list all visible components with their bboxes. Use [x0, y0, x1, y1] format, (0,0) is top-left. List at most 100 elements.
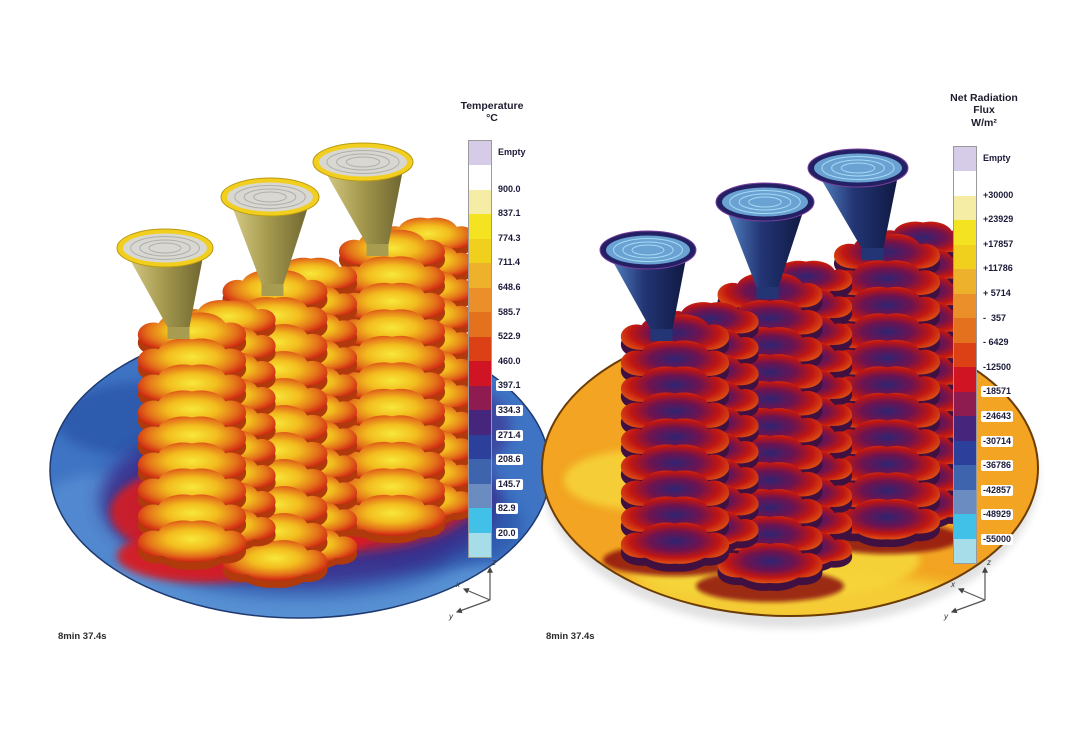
- colorbar-segment: [954, 514, 976, 539]
- colorbar-segment: [954, 195, 976, 221]
- axis-label-z: z: [491, 558, 496, 567]
- casting-tree: [116, 228, 276, 570]
- colorbar-segment: [954, 416, 976, 441]
- net-radiation-flux-legend-title: Net Radiation Flux W/m²: [947, 92, 1021, 129]
- legend-tick-label: - 6429: [981, 337, 1011, 349]
- colorbar-segment: [469, 385, 491, 411]
- legend-tick-label: +17857: [981, 238, 1016, 250]
- legend-tick-label: 460.0: [496, 355, 523, 367]
- axis-triad: z x y: [943, 558, 991, 621]
- legend-title-line: °C: [486, 112, 498, 125]
- pour-cup-cone: [322, 167, 404, 244]
- casting-tree: [599, 230, 759, 572]
- legend-tick-label: +11786: [981, 263, 1015, 275]
- axis-label-x: x: [455, 580, 461, 589]
- colorbar-segment: [469, 287, 491, 313]
- pour-cup-cone: [817, 173, 899, 248]
- legend-tick-label: +23929: [981, 214, 1016, 226]
- pour-cup-cone: [126, 253, 204, 327]
- legend-tick-label: -48929: [981, 509, 1014, 521]
- temperature-colorbar: [468, 140, 492, 558]
- colorbar-segment: [954, 147, 976, 172]
- colorbar-segment: [469, 214, 491, 239]
- legend-tick-label: 82.9: [496, 503, 518, 515]
- colorbar-segment: [469, 410, 491, 435]
- legend-tick-label: -42857: [981, 484, 1014, 496]
- net-radiation-view-timestamp: 8min 37.4s: [546, 631, 595, 642]
- legend-tick-label: 271.4: [496, 429, 523, 441]
- colorbar-segment: [954, 465, 976, 490]
- legend-tick-label: 900.0: [496, 183, 523, 195]
- net-radiation-flux-colorbar: [953, 146, 977, 564]
- mold-cluster-disc: [338, 494, 446, 544]
- legend-tick-label: 522.9: [496, 331, 523, 343]
- legend-tick-label: 397.1: [496, 380, 523, 392]
- mold-cluster-disc: [620, 522, 730, 572]
- temperature-legend-title: Temperature °C: [458, 100, 526, 125]
- legend-tick-label: 648.6: [496, 282, 523, 294]
- net-radiation-flux-legend: Net Radiation Flux W/m² Empty +30000 +23929 +…: [948, 92, 1068, 578]
- mold-cluster-disc: [833, 498, 941, 548]
- legend-tick-label: 837.1: [496, 208, 523, 220]
- colorbar-segment: [954, 220, 976, 245]
- colorbar-segment: [954, 391, 976, 417]
- legend-tick-label: 145.7: [496, 478, 523, 490]
- colorbar-segment: [954, 367, 976, 392]
- colorbar-segment: [954, 489, 976, 515]
- legend-tick-label: -55000: [981, 533, 1014, 545]
- axis-label-y: y: [943, 612, 949, 621]
- colorbar-segment: [469, 508, 491, 533]
- axis-triad: z x y: [448, 558, 496, 621]
- axis-label-x: x: [950, 580, 956, 589]
- legend-tick-label: - 357: [981, 312, 1009, 324]
- legend-title-line: Flux: [973, 104, 995, 117]
- legend-tick-label: -30714: [981, 435, 1014, 447]
- temperature-legend: Temperature °C Empty 900.0 837.1 774.3 711.4 6…: [461, 100, 582, 570]
- net-radiation-casting-trees: [599, 148, 970, 591]
- legend-tick-label: +30000: [981, 189, 1016, 201]
- pour-cup-interior: [814, 153, 902, 183]
- colorbar-segment: [954, 318, 976, 343]
- colorbar-segment: [954, 244, 976, 270]
- legend-tick-label: 774.3: [496, 232, 523, 244]
- legend-empty-label: Empty: [498, 147, 526, 158]
- colorbar-segment: [954, 538, 976, 563]
- colorbar-segment: [469, 483, 491, 509]
- legend-tick-label: 208.6: [496, 454, 523, 466]
- legend-title-line: Net Radiation: [950, 92, 1018, 104]
- temperature-casting-trees: [116, 142, 475, 588]
- pour-cup-interior: [606, 235, 690, 265]
- colorbar-segment: [469, 434, 491, 460]
- legend-tick-label: -12500: [981, 361, 1014, 373]
- colorbar-segment: [954, 293, 976, 319]
- colorbar-segment: [469, 189, 491, 215]
- legend-tick-label: 711.4: [496, 257, 523, 269]
- colorbar-segment: [469, 336, 491, 362]
- pour-cup-interior: [722, 187, 808, 217]
- legend-tick-label: + 5714: [981, 288, 1013, 300]
- colorbar-segment: [469, 165, 491, 190]
- temperature-view-timestamp: 8min 37.4s: [58, 631, 107, 642]
- colorbar-segment: [469, 312, 491, 337]
- colorbar-segment: [954, 269, 976, 294]
- colorbar-segment: [469, 238, 491, 264]
- mold-cluster-disc: [717, 543, 823, 591]
- colorbar-segment: [954, 342, 976, 368]
- legend-tick-label: 334.3: [496, 404, 523, 416]
- pour-cup-cone: [609, 255, 687, 329]
- legend-empty-label: Empty: [983, 153, 1011, 164]
- colorbar-segment: [954, 171, 976, 196]
- casting-tree: [312, 142, 475, 544]
- pour-cup-interior: [227, 182, 313, 212]
- mold-cluster-disc: [137, 520, 247, 570]
- casting-tree: [220, 177, 358, 588]
- legend-tick-label: 585.7: [496, 306, 523, 318]
- axis-label-y: y: [448, 612, 454, 621]
- pour-cup-cone: [725, 207, 805, 287]
- axis-label-z: z: [986, 558, 991, 567]
- colorbar-segment: [469, 459, 491, 484]
- colorbar-segment: [469, 361, 491, 386]
- legend-title-line: Temperature: [460, 100, 524, 112]
- legend-title-line: W/m²: [971, 116, 997, 129]
